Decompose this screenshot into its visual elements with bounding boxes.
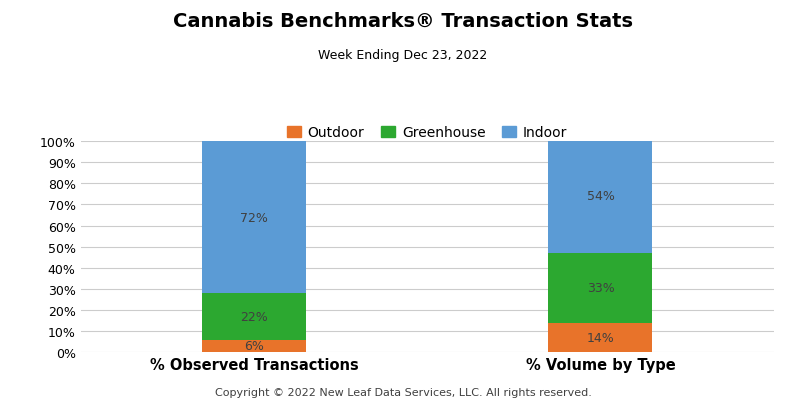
- Bar: [548, 254, 653, 323]
- Bar: [548, 140, 653, 254]
- Text: 33%: 33%: [587, 281, 614, 294]
- Text: 54%: 54%: [587, 190, 614, 203]
- Bar: [202, 293, 306, 340]
- Bar: [548, 323, 653, 352]
- Bar: [202, 142, 306, 293]
- Legend: Outdoor, Greenhouse, Indoor: Outdoor, Greenhouse, Indoor: [281, 120, 573, 145]
- Text: Week Ending Dec 23, 2022: Week Ending Dec 23, 2022: [318, 49, 488, 62]
- Text: Copyright © 2022 New Leaf Data Services, LLC. All rights reserved.: Copyright © 2022 New Leaf Data Services,…: [214, 387, 592, 397]
- Text: 22%: 22%: [240, 310, 268, 323]
- Text: 6%: 6%: [244, 339, 264, 352]
- Text: Cannabis Benchmarks® Transaction Stats: Cannabis Benchmarks® Transaction Stats: [173, 12, 633, 31]
- Bar: [202, 340, 306, 352]
- Text: 72%: 72%: [240, 211, 268, 224]
- Text: 14%: 14%: [587, 331, 614, 344]
